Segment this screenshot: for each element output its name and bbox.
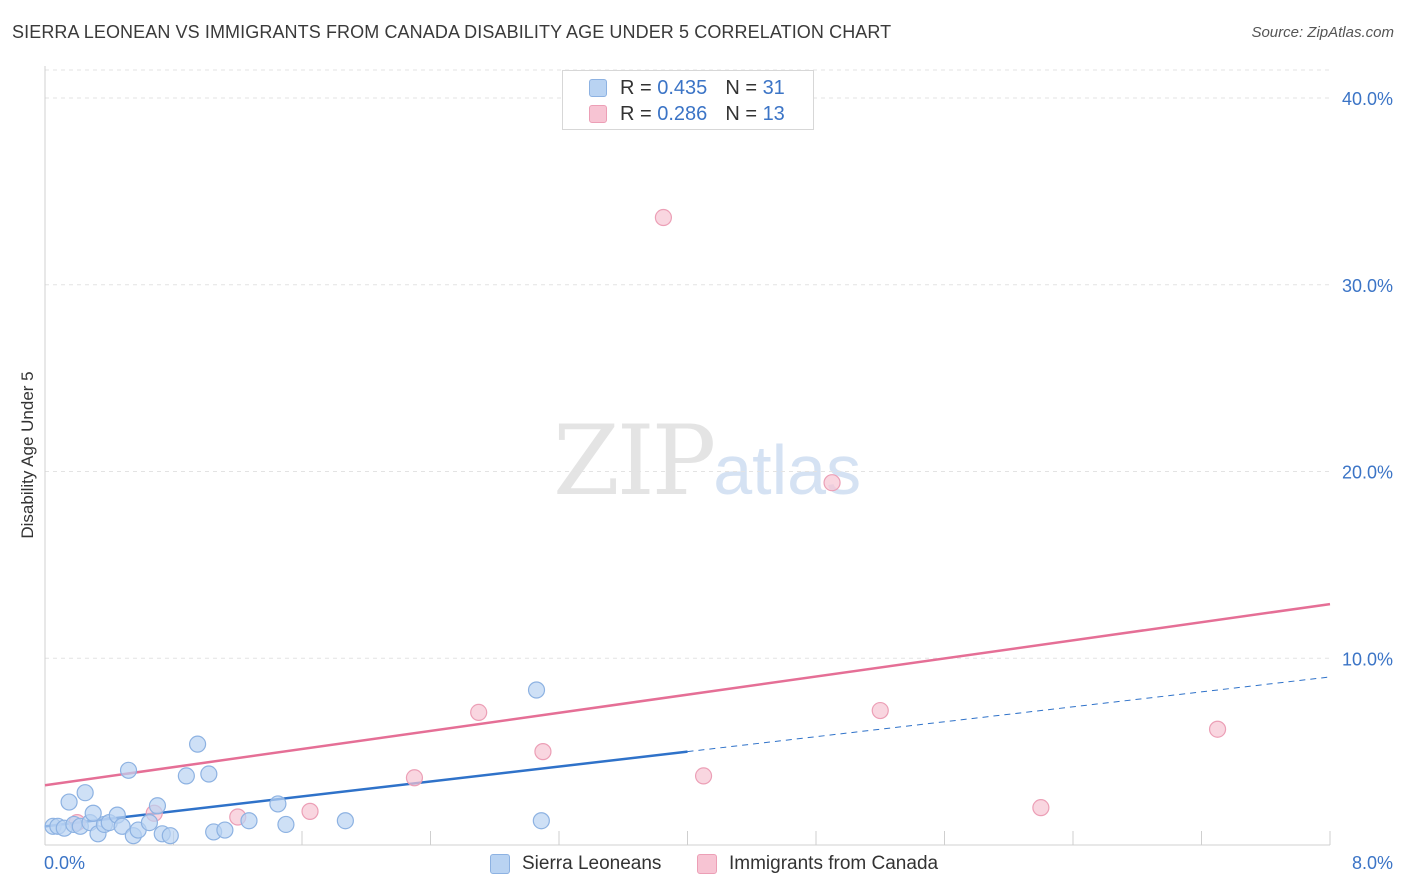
point-sierra-leonean: [240, 812, 258, 830]
point-sierra-leonean: [177, 767, 195, 785]
legend-n-value: 31: [762, 76, 785, 99]
trend-layer: [44, 602, 1331, 828]
tick-layer: 10.0% 20.0% 30.0% 40.0% 0.0% 8.0%: [44, 89, 1393, 873]
point-sierra-leonean: [119, 761, 138, 779]
point-sierra-leonean: [84, 804, 102, 822]
legend-n-label: N =: [725, 76, 757, 99]
legend-swatch-pink: [589, 105, 607, 123]
point-layer: [44, 208, 1227, 845]
y-tick-label: 20.0%: [1342, 463, 1393, 483]
legend-swatch-pink: [697, 854, 717, 874]
legend-row-immigrants-canada: R = 0.286 N = 13: [589, 102, 785, 126]
watermark-zip: ZIP: [553, 405, 716, 517]
bottom-legend-sierra-leoneans[interactable]: Sierra Leoneans: [490, 852, 661, 876]
y-tick-label: 30.0%: [1342, 276, 1393, 296]
point-sierra-leonean: [277, 815, 295, 834]
point-sierra-leonean: [188, 735, 207, 753]
point-immigrant-canada: [1032, 799, 1050, 817]
point-sierra-leonean: [269, 795, 287, 813]
watermark: ZIPatlas: [553, 405, 861, 517]
point-immigrant-canada: [871, 701, 889, 720]
point-immigrant-canada: [654, 208, 673, 227]
point-immigrant-canada: [534, 743, 552, 761]
point-sierra-leonean: [60, 793, 78, 811]
point-sierra-leonean: [140, 813, 159, 832]
point-sierra-leonean: [527, 681, 546, 699]
legend-n-label: N =: [725, 102, 757, 125]
point-immigrant-canada: [470, 703, 488, 722]
legend-n-value: 13: [762, 102, 785, 125]
point-immigrant-canada: [1208, 720, 1227, 738]
point-sierra-leonean: [76, 784, 94, 802]
point-sierra-leonean: [532, 812, 550, 830]
legend-swatch-blue: [490, 854, 510, 874]
legend-r-value: 0.286: [657, 102, 708, 125]
legend-r-label: R =: [620, 102, 652, 125]
point-immigrant-canada: [301, 802, 319, 820]
point-immigrant-canada: [405, 769, 424, 787]
legend: R = 0.435 N = 31 R = 0.286 N = 13: [562, 70, 814, 130]
trend-line-immigrants-canada: [44, 602, 1331, 787]
bottom-legend-label: Sierra Leoneans: [522, 853, 662, 874]
trend-line-sierra-leoneans: [44, 750, 688, 828]
x-tick-label: 8.0%: [1352, 853, 1393, 873]
point-sierra-leonean: [113, 817, 131, 835]
legend-r-value: 0.435: [657, 76, 708, 99]
axis-layer: [44, 66, 1331, 846]
grid-layer: [45, 69, 1330, 659]
bottom-legend-immigrants-canada[interactable]: Immigrants from Canada: [697, 852, 938, 876]
y-tick-label: 40.0%: [1342, 89, 1393, 109]
point-immigrant-canada: [823, 474, 841, 492]
legend-swatch-blue: [589, 79, 607, 97]
y-tick-label: 10.0%: [1342, 649, 1393, 669]
point-sierra-leonean: [200, 765, 218, 783]
point-sierra-leonean: [216, 821, 234, 839]
watermark-atlas: atlas: [713, 431, 862, 509]
bottom-legend-label: Immigrants from Canada: [729, 853, 939, 874]
point-sierra-leonean: [148, 797, 167, 815]
point-immigrant-canada: [694, 767, 713, 785]
x-tick-label: 0.0%: [44, 853, 85, 873]
chart-title: SIERRA LEONEAN VS IMMIGRANTS FROM CANADA…: [12, 22, 892, 42]
point-sierra-leonean: [161, 827, 179, 845]
chart-source: Source: ZipAtlas.com: [1251, 24, 1394, 41]
point-sierra-leonean: [336, 812, 354, 830]
trend-line-sierra-leoneans-extension: [687, 676, 1331, 753]
legend-r-label: R =: [620, 76, 652, 99]
legend-row-sierra-leoneans: R = 0.435 N = 31: [589, 76, 785, 100]
